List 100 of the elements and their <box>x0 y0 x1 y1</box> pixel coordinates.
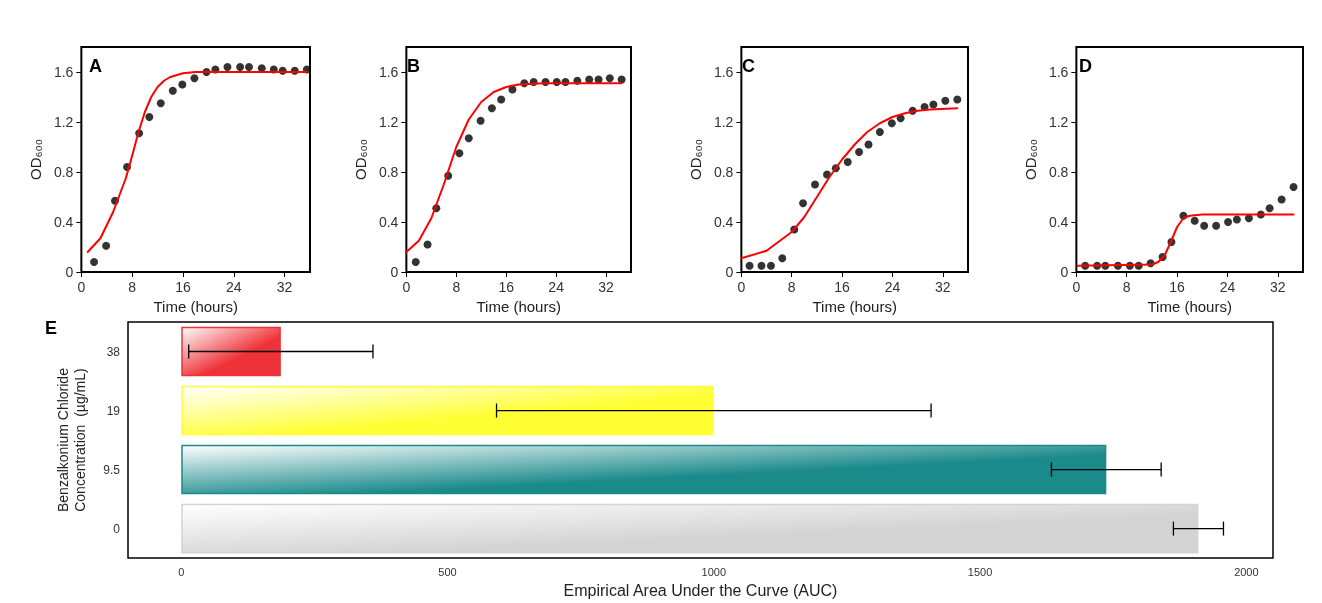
point <box>178 80 187 89</box>
point <box>1232 215 1241 224</box>
x-axis-title: Time (hours) <box>1147 297 1232 315</box>
y-tick-label: 1.6 <box>378 64 399 80</box>
point <box>455 149 464 158</box>
point <box>411 258 420 266</box>
point <box>1190 216 1199 225</box>
x-tick-label: 8 <box>128 279 137 295</box>
y-tick-label: 1.6 <box>53 64 74 80</box>
point <box>497 95 506 104</box>
text: D <box>1079 56 1092 76</box>
x-axis-title: Empirical Area Under the Curve (AUC) <box>563 581 838 599</box>
point <box>464 134 473 143</box>
point <box>811 180 820 189</box>
point <box>953 95 962 104</box>
x-tick-label: 0 <box>737 279 746 295</box>
y-tick-label: 0.8 <box>1048 164 1069 180</box>
x-tick-label: 1500 <box>967 565 993 578</box>
point <box>887 119 896 128</box>
x-tick-label: 0 <box>178 565 185 578</box>
y-tick-label: 0 <box>725 264 734 280</box>
y-tick-label: 1.2 <box>1048 114 1069 130</box>
bar <box>181 444 1107 495</box>
point <box>190 74 199 83</box>
y-tick-label: 0.8 <box>53 164 74 180</box>
bar <box>181 326 281 377</box>
y-axis-title: OD₆₀₀ <box>352 138 369 181</box>
y-tick-label: 0.4 <box>1048 214 1069 230</box>
text: A <box>89 56 102 76</box>
point <box>855 148 864 156</box>
x-tick-label: 0 <box>1072 279 1081 295</box>
point <box>223 63 232 71</box>
y-tick-label: 19 <box>106 403 121 418</box>
point <box>1277 195 1286 204</box>
y-tick-label: 0.4 <box>53 214 74 230</box>
y-tick-label: 1.6 <box>713 64 734 80</box>
bar <box>181 503 1199 554</box>
x-tick-label: 0 <box>402 279 411 295</box>
point <box>1224 218 1233 226</box>
point <box>236 63 245 71</box>
x-tick-label: 32 <box>598 279 615 295</box>
x-tick-label: 16 <box>1169 279 1186 295</box>
x-tick-label: 16 <box>834 279 851 295</box>
y-tick-label: 1.2 <box>713 114 734 130</box>
x-tick-label: 16 <box>498 279 515 295</box>
point <box>1289 183 1298 191</box>
x-tick-label: 32 <box>276 279 293 295</box>
point <box>757 261 766 270</box>
x-tick-label: 24 <box>1219 279 1236 295</box>
x-axis-title: Time (hours) <box>812 297 897 315</box>
point <box>1212 221 1221 230</box>
point <box>875 128 884 136</box>
point <box>605 74 614 83</box>
y-axis-title: OD₆₀₀ <box>1022 138 1039 181</box>
bar <box>181 385 714 436</box>
point <box>168 86 177 95</box>
y-tick-label: 0.4 <box>378 214 399 230</box>
y-tick-label: 0 <box>1060 264 1069 280</box>
text: C <box>742 56 755 76</box>
y-tick-label: 0 <box>390 264 399 280</box>
point <box>102 241 111 250</box>
x-tick-label: 24 <box>226 279 242 295</box>
point <box>766 261 775 270</box>
y-tick-label: 0.4 <box>713 214 734 230</box>
point <box>745 261 754 270</box>
point <box>778 254 787 263</box>
x-tick-label: 24 <box>884 279 901 295</box>
y-tick-label: 1.6 <box>1048 64 1069 80</box>
x-axis-title: Time (hours) <box>153 297 238 315</box>
x-tick-label: 0 <box>77 279 86 295</box>
x-axis-title: Time (hours) <box>476 297 561 315</box>
line-series <box>1076 213 1295 267</box>
point <box>799 199 808 208</box>
y-tick-label: 38 <box>106 344 121 359</box>
y-axis-title: Benzalkonium Chloride Concentration (µg/mL) <box>54 367 88 513</box>
y-tick-label: 1.2 <box>53 114 74 130</box>
y-tick-label: 0 <box>113 521 121 536</box>
point <box>843 158 852 166</box>
y-tick-label: 1.2 <box>378 114 399 130</box>
point <box>941 96 950 105</box>
x-tick-label: 32 <box>1270 279 1286 295</box>
x-tick-label: 500 <box>438 565 457 578</box>
y-tick-label: 0.8 <box>713 164 734 180</box>
point <box>929 100 938 109</box>
x-tick-label: 8 <box>787 279 796 295</box>
y-tick-label: 0 <box>65 264 74 280</box>
point <box>487 104 496 113</box>
point <box>1200 221 1209 230</box>
point <box>156 99 165 108</box>
x-tick-label: 1000 <box>701 565 727 578</box>
y-axis-title: OD₆₀₀ <box>27 138 44 181</box>
point <box>90 258 99 266</box>
y-axis-title: OD₆₀₀ <box>687 138 704 181</box>
point <box>145 113 154 121</box>
x-tick-label: 16 <box>175 279 191 295</box>
point <box>1265 204 1274 213</box>
point <box>864 140 873 149</box>
x-tick-label: 24 <box>548 279 565 295</box>
x-tick-label: 8 <box>452 279 461 295</box>
point <box>245 63 254 71</box>
